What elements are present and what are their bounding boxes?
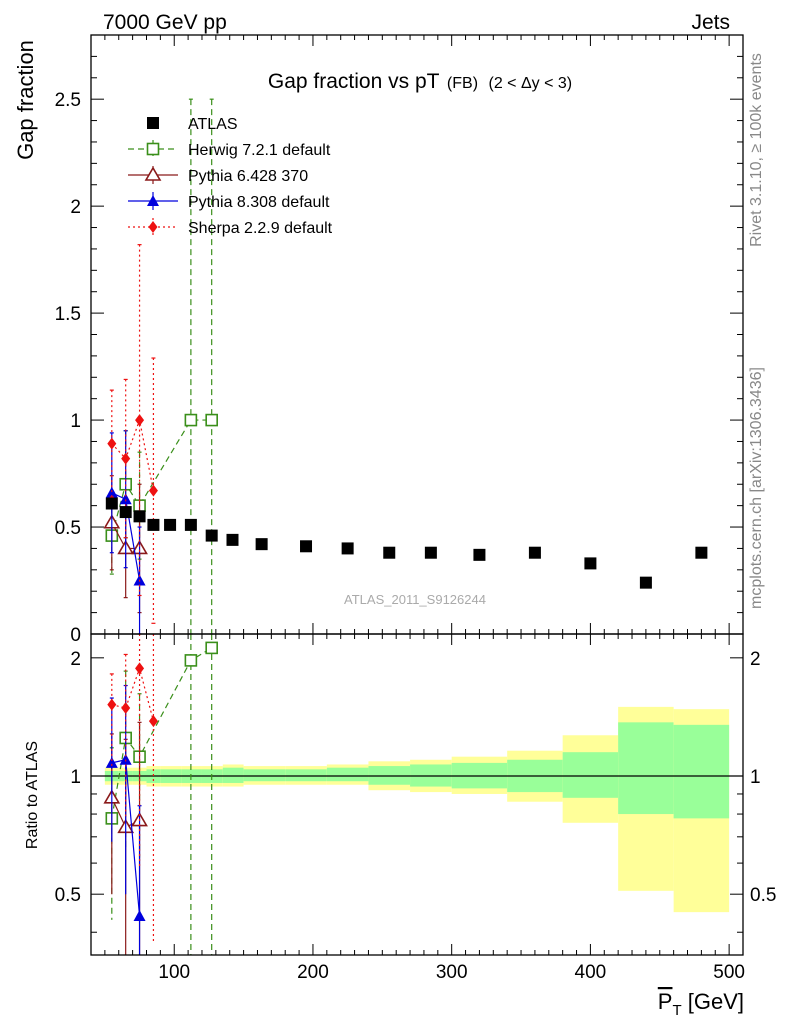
point-atlas [147,518,160,531]
point-atlas [473,548,486,561]
legend-label: ATLAS [188,116,238,133]
x-axis-symbol: P [658,989,673,1014]
title-main: Gap fraction vs pT [268,70,440,93]
y-tick-label: 0 [70,625,81,646]
legend-entry: Sherpa 2.2.9 default [128,218,333,237]
ratio-point-pythia8 [105,756,118,768]
point-atlas [119,506,132,519]
ratio-point-sherpa [107,698,117,711]
legend-entry: Herwig 7.2.1 default [128,140,331,159]
ratio-band-inner [326,767,369,782]
point-atlas [164,518,177,531]
title-condition: (2 < Δy < 3) [488,75,572,92]
point-atlas [226,533,239,546]
point-atlas [695,546,708,559]
ratio-y-tick-label-right: 1 [750,767,761,788]
point-atlas [184,518,197,531]
ratio-point-herwig [205,641,218,655]
analysis-watermark: ATLAS_2011_S9126244 [344,592,486,607]
point-atlas [133,510,146,523]
ratio-y-tick-label: 0.5 [55,885,81,906]
ratio-point-pythia8 [119,753,132,765]
series-sherpa [107,244,158,624]
point-sherpa [107,437,117,450]
legend-marker [147,117,159,129]
ratio-band-inner [285,769,327,782]
legend-marker [147,195,159,206]
ratio-band-inner [243,769,286,782]
header-process-label: Jets [691,11,730,34]
ratio-y-tick-label: 2 [70,649,81,670]
point-atlas [584,557,597,570]
legend-label: Pythia 8.308 default [188,194,330,211]
x-axis-label: PT [GeV] [658,989,744,1019]
y-tick-label: 2.5 [55,90,81,111]
x-tick-label: 100 [158,962,190,983]
ratio-band-inner [562,752,619,798]
ratio-point-sherpa [135,662,145,675]
legend-entry: ATLAS [147,116,238,133]
point-atlas [383,546,396,559]
point-sherpa [135,414,145,427]
point-herwig [205,413,218,427]
upper-y-axis-label: Gap fraction [13,40,38,160]
lower-frame [90,633,744,956]
point-atlas [205,529,218,542]
ratio-series-sherpa [107,634,158,941]
ratio-y-tick-label: 1 [70,767,81,788]
series-pythia8 [105,430,146,634]
point-herwig [184,413,198,427]
point-sherpa [148,484,158,497]
title-sub: (FB) [447,75,478,92]
series-atlas [105,497,708,589]
ratio-series-herwig [105,634,218,955]
x-axis-subscript: T [672,1002,681,1019]
point-atlas [105,497,118,510]
lower-y-axis-label: Ratio to ATLAS [24,741,41,849]
legend-marker [144,166,162,181]
point-atlas [528,546,541,559]
y-tick-label: 2 [70,197,81,218]
ratio-band-inner [673,724,730,819]
ratio-point-sherpa [148,715,158,728]
ratio-y-tick-label-right: 2 [750,649,761,670]
point-atlas [424,546,437,559]
series-line-herwig [111,419,212,536]
header-energy-label: 7000 GeV pp [103,11,227,34]
legend-marker [148,221,158,233]
x-tick-label: 300 [436,962,468,983]
point-atlas [341,542,354,555]
y-tick-label: 0.5 [55,518,81,539]
ratio-band-inner [222,767,244,783]
legend-label: Herwig 7.2.1 default [188,142,331,159]
ratio-point-herwig [184,654,198,667]
point-atlas [639,576,652,589]
y-tick-label: 1 [70,411,81,432]
point-pythia8 [105,486,118,498]
ratio-y-tick-label-right: 0.5 [750,885,776,906]
point-atlas [300,540,313,553]
ratio-point-pythia8 [133,909,146,921]
series-line-sherpa [111,417,155,491]
point-pythia8 [119,493,132,505]
legend-marker [146,142,160,156]
rivet-version-label: Rivet 3.1.10, ≥ 100k events [748,53,765,247]
x-tick-label: 500 [713,962,745,983]
point-atlas [255,538,268,551]
plot-title: Gap fraction vs pT (FB) (2 < Δy < 3) [268,70,572,93]
legend-entry: Pythia 8.308 default [128,192,330,211]
legend-entry: Pythia 6.428 370 [128,166,308,185]
ratio-band-inner [618,722,674,815]
x-tick-label: 400 [575,962,607,983]
legend-label: Pythia 6.428 370 [188,168,308,185]
legend-label: Sherpa 2.2.9 default [188,220,333,237]
ratio-point-sherpa [121,702,131,715]
x-axis-unit: [GeV] [682,989,744,1014]
y-tick-label: 1.5 [55,304,81,325]
mcplots-label: mcplots.cern.ch [arXiv:1306.3436] [748,367,765,609]
x-tick-label: 200 [297,962,329,983]
point-sherpa [121,452,131,465]
ratio-line-sherpa [111,666,155,722]
